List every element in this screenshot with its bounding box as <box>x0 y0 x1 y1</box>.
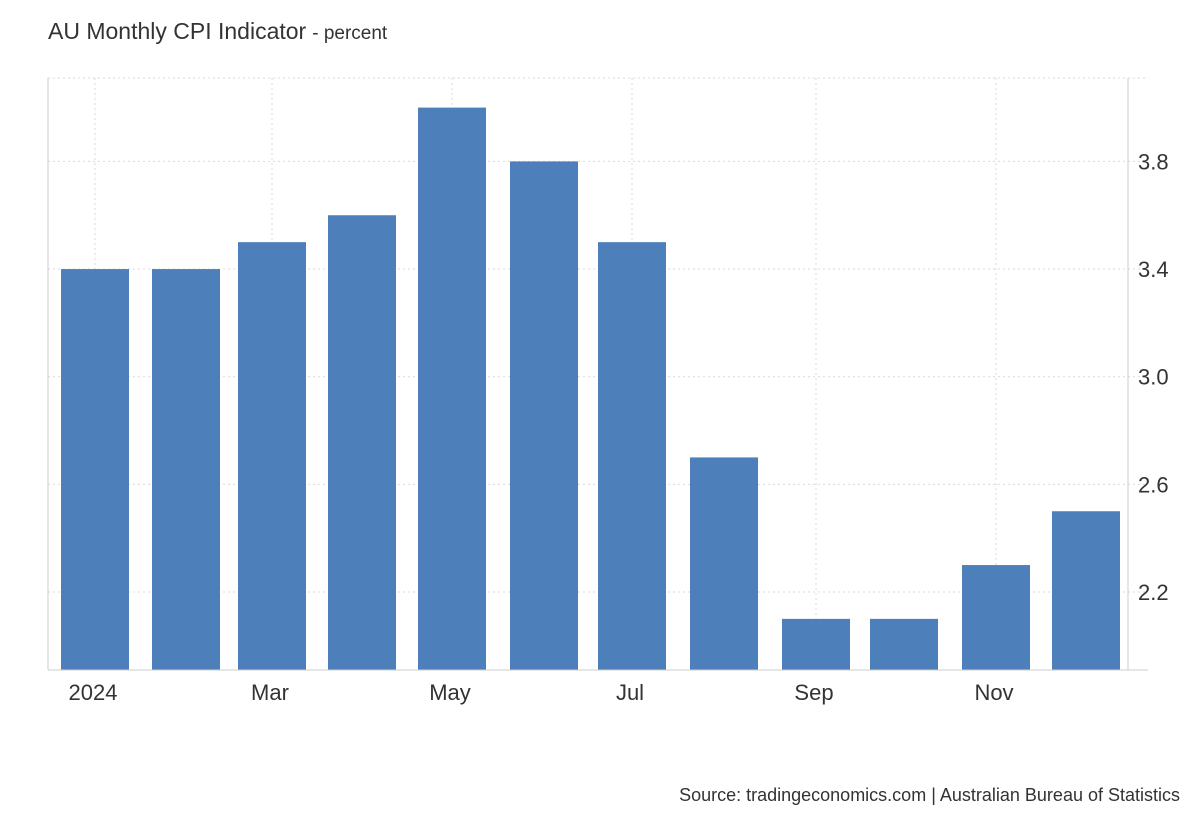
chart-subtitle: - percent <box>312 23 388 44</box>
bar <box>152 269 220 670</box>
bar <box>510 161 578 670</box>
bars <box>61 107 1120 671</box>
bar <box>418 107 486 671</box>
bar <box>328 215 396 670</box>
x-tick-label: Jul <box>616 680 644 705</box>
x-tick-label: Sep <box>794 680 833 705</box>
y-tick-label: 2.2 <box>1138 580 1169 605</box>
y-tick-label: 3.8 <box>1138 149 1169 174</box>
chart-title-row: AU Monthly CPI Indicator - percent <box>48 18 387 45</box>
y-tick-label: 2.6 <box>1138 472 1169 497</box>
x-tick-label: May <box>429 680 471 705</box>
y-tick-label: 3.0 <box>1138 365 1169 390</box>
bar <box>962 565 1030 670</box>
bar <box>598 242 666 671</box>
axes <box>47 78 1148 671</box>
x-axis-labels: 2024 Mar May Jul Sep Nov <box>69 680 1014 705</box>
bar <box>870 618 938 670</box>
bar <box>782 618 850 670</box>
chart-title: AU Monthly CPI Indicator <box>48 18 307 44</box>
x-tick-label: 2024 <box>69 680 118 705</box>
bar <box>690 457 758 670</box>
bar <box>238 242 306 671</box>
bar <box>1052 511 1120 670</box>
x-tick-label: Mar <box>251 680 289 705</box>
bar <box>61 269 129 670</box>
source-credit: Source: tradingeconomics.com | Australia… <box>679 785 1180 805</box>
y-tick-label: 3.4 <box>1138 257 1169 282</box>
y-axis-labels: 2.2 2.6 3.0 3.4 3.8 <box>1138 149 1169 605</box>
x-tick-label: Nov <box>974 680 1013 705</box>
